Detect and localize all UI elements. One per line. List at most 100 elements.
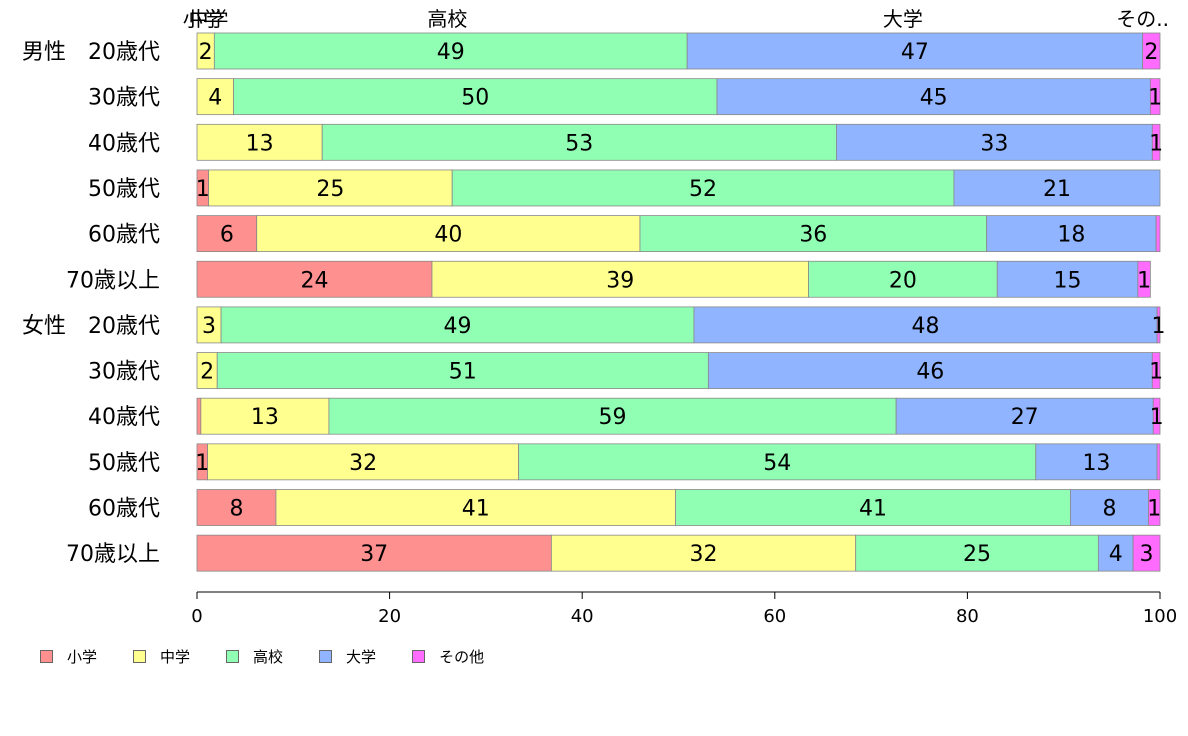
bar-segment [216, 352, 709, 389]
legend-item: その他 [412, 646, 484, 667]
data-label: 53 [565, 131, 593, 156]
x-tick-label: 40 [571, 606, 594, 627]
data-label: 1 [1137, 268, 1151, 293]
category-label: 60歳代 [88, 497, 160, 522]
bar-segment [1156, 306, 1161, 344]
category-label: 30歳代 [88, 360, 160, 385]
data-label: 52 [689, 177, 717, 202]
data-label: 8 [1102, 497, 1116, 522]
bar-segment [321, 123, 837, 161]
group-label: 女性 [22, 314, 66, 339]
bar-segment [518, 443, 1037, 481]
bar-segment [1137, 260, 1151, 298]
data-label: 4 [208, 86, 222, 111]
bar-segment [855, 534, 1099, 572]
bar-segment [808, 260, 998, 298]
legend-item: 高校 [226, 646, 283, 667]
data-label: 1 [1152, 314, 1166, 339]
legend-item: 中学 [133, 646, 190, 667]
data-label: 41 [859, 497, 887, 522]
category-label: 70歳以上 [66, 542, 160, 567]
bar-segment [836, 123, 1153, 161]
bar-segment [196, 397, 202, 435]
bar-segment [1149, 78, 1161, 116]
data-label: 24 [300, 268, 328, 293]
bar-segment [451, 169, 955, 207]
legend: 小学 中学 高校 大学 その他 [40, 646, 484, 667]
data-label: 13 [1082, 451, 1110, 476]
data-label: 2 [1144, 40, 1158, 65]
data-label: 39 [606, 268, 634, 293]
x-tick-label: 0 [191, 606, 202, 627]
bar-segment [639, 215, 988, 253]
legend-swatch [226, 650, 240, 663]
top-series-label: その.. [1116, 7, 1169, 31]
data-label: 1 [1150, 405, 1164, 430]
data-label: 3 [1140, 542, 1154, 567]
bar-segment [1070, 489, 1149, 526]
bar-segment [550, 534, 857, 572]
category-label: 50歳代 [88, 451, 160, 476]
bar-segment [716, 78, 1151, 116]
x-tick-label: 100 [1143, 606, 1177, 627]
data-label: 3 [202, 314, 216, 339]
legend-item: 大学 [319, 646, 376, 667]
top-series-label: 中学 [189, 7, 229, 31]
data-label: 32 [690, 542, 718, 567]
bar-segment [200, 397, 330, 435]
bar-segment [196, 260, 433, 298]
legend-swatch [412, 650, 426, 663]
bar-segment [1156, 443, 1161, 481]
data-label: 1 [1149, 360, 1163, 385]
data-label: 8 [229, 497, 243, 522]
bar-segment [207, 443, 520, 481]
data-label: 46 [916, 360, 944, 385]
data-label: 2 [200, 360, 214, 385]
category-label: 40歳代 [88, 131, 160, 156]
legend-label: 大学 [346, 648, 377, 666]
data-label: 49 [443, 314, 471, 339]
category-label: 30歳代 [88, 86, 160, 111]
bar-segment [275, 489, 677, 526]
data-label: 18 [1057, 223, 1085, 248]
legend-swatch [133, 650, 147, 663]
bar-segment [675, 489, 1071, 526]
data-label: 15 [1054, 268, 1082, 293]
data-label: 32 [349, 451, 377, 476]
category-label: 60歳代 [88, 223, 160, 248]
data-label: 1 [1147, 497, 1161, 522]
data-label: 41 [462, 497, 490, 522]
legend-swatch [319, 650, 333, 663]
bar-segment [1148, 489, 1161, 526]
top-series-label: 高校 [427, 7, 467, 31]
bar-segment [431, 260, 809, 298]
bar-segment [953, 169, 1161, 207]
category-label: 20歳代 [88, 314, 160, 339]
data-label: 1 [196, 177, 210, 202]
data-label: 2 [199, 40, 213, 65]
category-label: 50歳代 [88, 177, 160, 202]
bar-segment [196, 215, 258, 253]
category-label: 70歳以上 [66, 268, 160, 293]
data-label: 33 [980, 131, 1008, 156]
data-label: 1 [195, 451, 209, 476]
bar-segment [328, 397, 897, 435]
bar-segment [213, 32, 688, 70]
bar-segment [233, 78, 718, 116]
data-label: 4 [1109, 542, 1123, 567]
group-label: 男性 [22, 40, 66, 65]
data-label: 50 [461, 86, 489, 111]
data-label: 20 [889, 268, 917, 293]
bar-segment [208, 169, 453, 207]
data-label: 36 [799, 223, 827, 248]
data-label: 1 [1148, 86, 1162, 111]
legend-label: 高校 [253, 648, 284, 666]
bar-segment [256, 215, 641, 253]
legend-label: 小学 [67, 648, 98, 666]
legend-label: 中学 [160, 648, 191, 666]
bar-segment [1097, 534, 1134, 572]
bar-segment [196, 123, 323, 161]
data-label: 21 [1043, 177, 1071, 202]
